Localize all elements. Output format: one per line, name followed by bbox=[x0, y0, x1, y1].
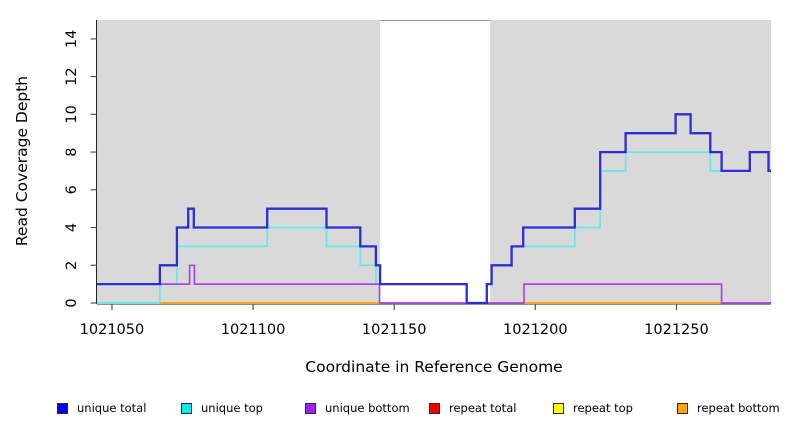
y-tick-label: 2 bbox=[64, 261, 80, 270]
y-tick-label: 0 bbox=[64, 298, 80, 307]
uncovered-gap-band bbox=[380, 20, 491, 304]
y-tick-label: 8 bbox=[64, 147, 80, 156]
y-axis-title: Read Coverage Depth bbox=[13, 76, 31, 246]
x-tick-label: 1021050 bbox=[80, 322, 145, 338]
x-tick-label: 1021150 bbox=[362, 322, 427, 338]
series-line-unique-total bbox=[97, 113, 771, 305]
x-tick-label: 1021100 bbox=[221, 322, 286, 338]
y-tick-label: 12 bbox=[64, 67, 80, 85]
series-line-unique-bottom bbox=[97, 264, 771, 304]
axes: 1021050 1021100 1021150 1021200 1021250 0 2 4 6 8… bbox=[64, 20, 771, 338]
y-tick-label: 6 bbox=[64, 185, 80, 194]
x-tick-label: 1021250 bbox=[644, 322, 709, 338]
y-tick-label: 4 bbox=[64, 223, 80, 232]
series-lines bbox=[97, 113, 771, 305]
y-tick-label: 14 bbox=[64, 30, 80, 48]
y-tick-label: 10 bbox=[64, 105, 80, 123]
x-tick-label: 1021200 bbox=[503, 322, 568, 338]
x-axis-title: Coordinate in Reference Genome bbox=[305, 358, 562, 376]
